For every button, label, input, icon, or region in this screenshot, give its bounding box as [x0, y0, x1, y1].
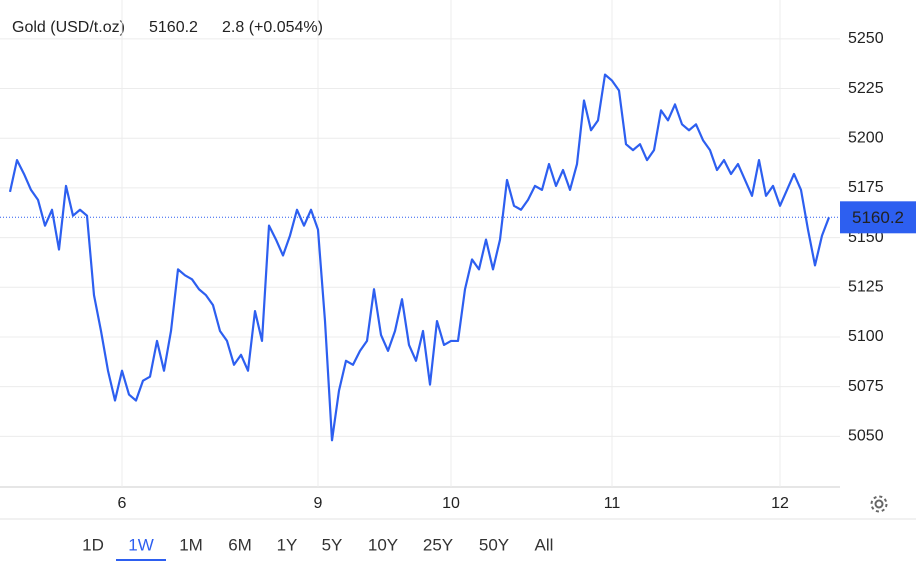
current-price: 5160.2 [149, 19, 198, 36]
range-button[interactable]: 1M [179, 535, 203, 554]
x-tick-label: 11 [604, 495, 621, 512]
range-button[interactable]: 6M [228, 535, 252, 554]
y-tick-label: 5250 [848, 30, 884, 47]
x-tick-label: 9 [314, 495, 323, 512]
y-tick-label: 5100 [848, 328, 884, 345]
range-button[interactable]: All [535, 535, 554, 554]
x-tick-label: 12 [771, 495, 789, 512]
price-line [8, 73, 831, 442]
x-tick-label: 10 [442, 495, 460, 512]
y-tick-label: 5075 [848, 378, 884, 395]
price-tag-label: 5160.2 [852, 208, 904, 227]
range-button[interactable]: 1Y [277, 535, 298, 554]
chart-title: Gold (USD/t.oz) [12, 19, 125, 36]
y-tick-label: 5225 [848, 80, 884, 97]
x-tick-label: 6 [118, 495, 127, 512]
price-change: 2.8 (+0.054%) [222, 19, 323, 36]
range-button[interactable]: 25Y [423, 535, 453, 554]
range-button[interactable]: 1D [82, 535, 104, 554]
range-button[interactable]: 50Y [479, 535, 509, 554]
y-tick-label: 5200 [848, 129, 884, 146]
y-tick-label: 5175 [848, 179, 884, 196]
range-button[interactable]: 1W [128, 535, 154, 554]
price-tag [840, 201, 916, 234]
range-button[interactable]: 10Y [368, 535, 398, 554]
y-tick-label: 5125 [848, 278, 884, 295]
settings-icon[interactable] [870, 495, 888, 513]
range-button[interactable]: 5Y [322, 535, 343, 554]
y-tick-label: 5050 [848, 428, 884, 445]
